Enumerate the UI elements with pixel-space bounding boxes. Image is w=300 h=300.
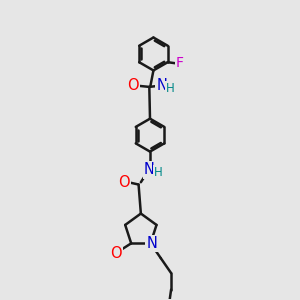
- Text: F: F: [176, 56, 184, 70]
- Text: N: N: [157, 78, 167, 93]
- Text: H: H: [166, 82, 175, 95]
- Text: N: N: [146, 236, 157, 251]
- Text: H: H: [154, 166, 163, 179]
- Text: O: O: [118, 175, 130, 190]
- Text: O: O: [110, 246, 122, 261]
- Text: N: N: [144, 162, 155, 177]
- Text: O: O: [128, 78, 139, 93]
